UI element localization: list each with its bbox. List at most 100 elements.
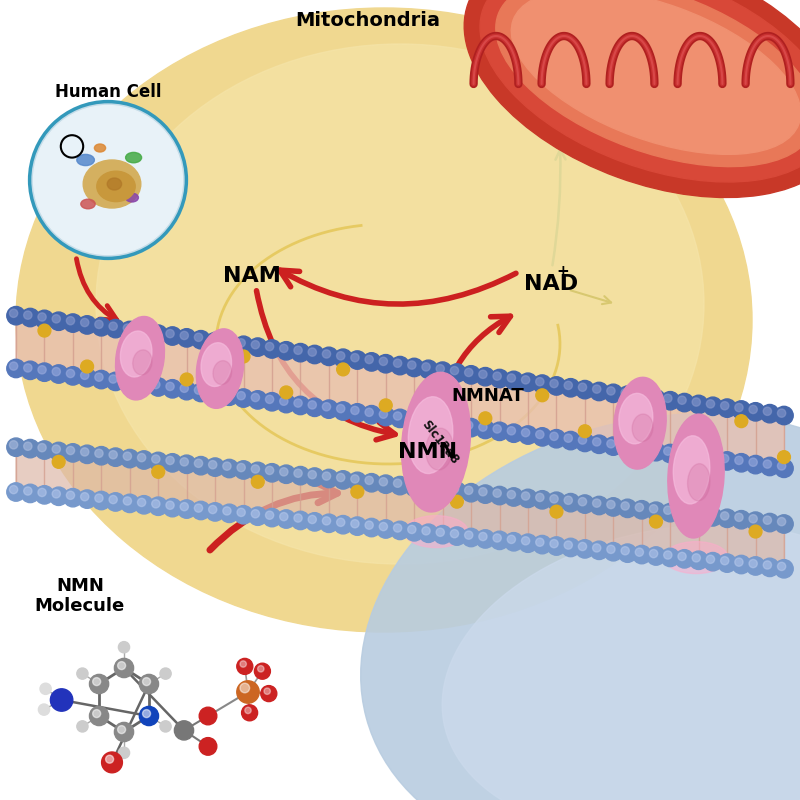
- Circle shape: [237, 681, 259, 703]
- Circle shape: [661, 548, 679, 566]
- Circle shape: [604, 437, 622, 455]
- Circle shape: [348, 472, 366, 490]
- Circle shape: [692, 450, 701, 459]
- Text: Mitochondria: Mitochondria: [295, 10, 441, 30]
- Circle shape: [490, 370, 509, 388]
- Circle shape: [590, 435, 608, 454]
- Circle shape: [778, 518, 786, 526]
- Circle shape: [618, 499, 637, 518]
- Circle shape: [306, 398, 324, 417]
- Circle shape: [478, 487, 487, 496]
- Ellipse shape: [674, 436, 710, 504]
- Circle shape: [121, 450, 139, 468]
- Circle shape: [365, 476, 374, 485]
- Circle shape: [337, 405, 345, 413]
- Circle shape: [493, 372, 502, 380]
- Circle shape: [576, 434, 594, 452]
- Circle shape: [507, 374, 515, 382]
- Circle shape: [564, 541, 573, 550]
- Circle shape: [365, 355, 374, 364]
- Circle shape: [761, 458, 779, 476]
- Circle shape: [52, 490, 61, 498]
- Circle shape: [536, 378, 544, 386]
- Circle shape: [690, 395, 708, 414]
- Circle shape: [334, 515, 352, 534]
- Circle shape: [621, 389, 630, 397]
- Circle shape: [206, 458, 224, 476]
- Ellipse shape: [213, 361, 232, 385]
- Circle shape: [337, 518, 345, 526]
- Circle shape: [52, 445, 61, 454]
- Circle shape: [334, 402, 352, 420]
- Circle shape: [562, 431, 580, 450]
- Ellipse shape: [107, 178, 122, 190]
- Circle shape: [222, 337, 231, 345]
- Circle shape: [77, 668, 88, 679]
- Circle shape: [199, 738, 217, 755]
- Circle shape: [38, 704, 50, 715]
- Circle shape: [52, 314, 61, 323]
- Circle shape: [240, 661, 246, 667]
- Circle shape: [536, 494, 544, 502]
- Circle shape: [109, 495, 118, 504]
- Circle shape: [650, 445, 658, 454]
- Circle shape: [661, 444, 679, 462]
- Circle shape: [749, 458, 758, 466]
- Circle shape: [114, 722, 134, 742]
- Circle shape: [746, 455, 765, 474]
- Circle shape: [209, 461, 217, 469]
- Circle shape: [522, 537, 530, 545]
- Circle shape: [166, 501, 174, 510]
- Circle shape: [746, 402, 765, 421]
- Circle shape: [706, 453, 714, 461]
- Circle shape: [478, 423, 487, 431]
- Circle shape: [194, 504, 202, 512]
- Circle shape: [718, 509, 736, 527]
- Circle shape: [377, 520, 395, 538]
- Text: NAD: NAD: [524, 274, 578, 294]
- Circle shape: [465, 531, 473, 539]
- Circle shape: [408, 481, 416, 489]
- Circle shape: [408, 526, 416, 534]
- Circle shape: [635, 443, 643, 451]
- Circle shape: [774, 560, 794, 578]
- Circle shape: [38, 366, 46, 374]
- Circle shape: [778, 409, 786, 418]
- Circle shape: [646, 547, 666, 566]
- Circle shape: [35, 363, 54, 382]
- Circle shape: [434, 526, 452, 544]
- Circle shape: [206, 385, 224, 403]
- Circle shape: [64, 489, 82, 507]
- Circle shape: [379, 522, 387, 530]
- Circle shape: [675, 505, 694, 523]
- Circle shape: [350, 406, 359, 414]
- Circle shape: [21, 484, 39, 502]
- Circle shape: [593, 385, 601, 394]
- Ellipse shape: [77, 154, 94, 166]
- Circle shape: [761, 558, 779, 577]
- Circle shape: [166, 382, 174, 390]
- Circle shape: [692, 554, 701, 562]
- Circle shape: [180, 331, 189, 340]
- Circle shape: [52, 367, 61, 376]
- Circle shape: [419, 360, 438, 378]
- Circle shape: [280, 344, 288, 353]
- Circle shape: [490, 422, 509, 441]
- Circle shape: [337, 352, 345, 360]
- Circle shape: [251, 465, 259, 473]
- Circle shape: [152, 500, 160, 508]
- Circle shape: [134, 323, 154, 342]
- Circle shape: [262, 393, 282, 411]
- Circle shape: [90, 706, 109, 726]
- Circle shape: [280, 397, 288, 406]
- Circle shape: [379, 358, 387, 366]
- Circle shape: [121, 374, 139, 393]
- Circle shape: [721, 557, 729, 565]
- Text: NMNAT: NMNAT: [452, 387, 524, 405]
- Circle shape: [294, 399, 302, 407]
- Circle shape: [251, 394, 259, 402]
- Circle shape: [778, 462, 786, 470]
- Circle shape: [237, 463, 246, 472]
- Circle shape: [419, 413, 438, 431]
- Circle shape: [533, 375, 551, 394]
